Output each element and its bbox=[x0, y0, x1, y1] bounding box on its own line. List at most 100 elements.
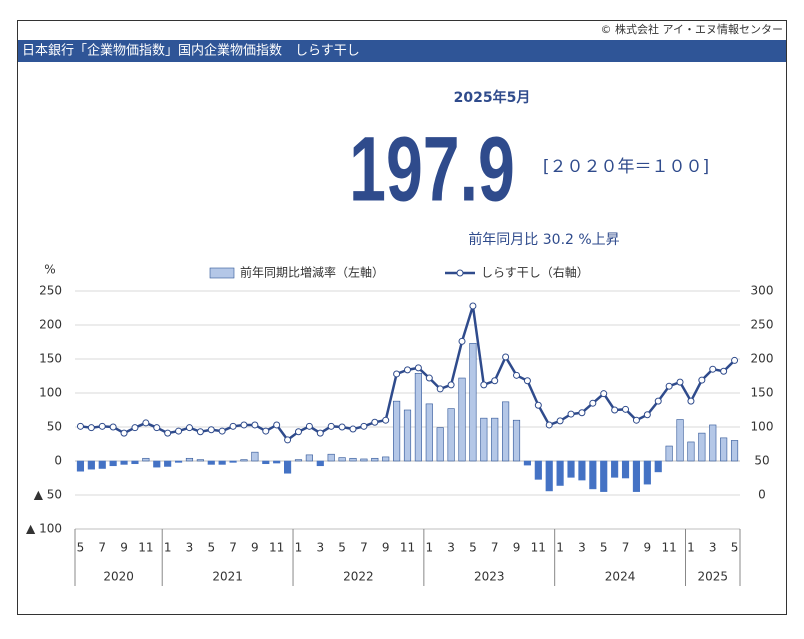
y2-tick-label: 50 bbox=[754, 454, 769, 468]
bar bbox=[665, 445, 673, 462]
bar bbox=[273, 460, 281, 464]
x-tick-label: 5 bbox=[600, 541, 608, 555]
line-marker bbox=[567, 410, 575, 418]
line-marker bbox=[556, 417, 564, 425]
x-tick-label: 9 bbox=[120, 541, 128, 555]
line-marker bbox=[720, 367, 728, 375]
line-marker bbox=[284, 436, 292, 444]
x-tick-label: 5 bbox=[731, 541, 739, 555]
y2-tick-label: 200 bbox=[751, 352, 774, 366]
bar bbox=[414, 372, 422, 462]
bar bbox=[251, 451, 259, 462]
y-tick-label: ▲ 50 bbox=[34, 488, 62, 502]
line-marker bbox=[393, 370, 401, 378]
bar bbox=[393, 400, 401, 462]
bar bbox=[512, 419, 521, 462]
x-tick-label: 3 bbox=[709, 541, 717, 555]
x-tick-label: 7 bbox=[491, 541, 499, 555]
line-marker bbox=[589, 399, 597, 407]
y2-tick-label: 150 bbox=[751, 386, 774, 400]
y-tick-label: 250 bbox=[39, 284, 62, 298]
line-marker bbox=[131, 424, 139, 432]
line-marker bbox=[251, 421, 259, 429]
bar bbox=[600, 460, 608, 492]
y-tick-label: 100 bbox=[39, 386, 62, 400]
bar bbox=[523, 460, 531, 466]
bar bbox=[98, 460, 106, 469]
bar bbox=[720, 437, 728, 462]
line-marker bbox=[458, 337, 466, 345]
bar bbox=[403, 409, 412, 462]
line-marker bbox=[436, 385, 444, 393]
x-tick-label: 11 bbox=[269, 541, 284, 555]
line-marker bbox=[185, 424, 193, 432]
bar bbox=[621, 460, 630, 479]
y-tick-label: ▲ 100 bbox=[26, 522, 62, 536]
bar bbox=[218, 460, 226, 465]
line-marker bbox=[600, 390, 608, 398]
line-marker bbox=[491, 377, 499, 385]
line-marker bbox=[371, 418, 379, 426]
y-tick-label: 150 bbox=[39, 352, 62, 366]
bar bbox=[153, 460, 161, 468]
bar bbox=[436, 427, 444, 462]
bar bbox=[327, 453, 335, 462]
line-marker bbox=[414, 364, 422, 372]
line-marker bbox=[153, 424, 161, 432]
line-marker bbox=[698, 376, 706, 384]
bar bbox=[480, 417, 488, 462]
x-tick-label: 5 bbox=[469, 541, 477, 555]
year-label: 2023 bbox=[474, 570, 505, 584]
line-marker bbox=[229, 422, 237, 430]
line-marker bbox=[513, 371, 521, 379]
x-tick-label: 11 bbox=[531, 541, 546, 555]
bar bbox=[676, 419, 684, 462]
x-tick-label: 9 bbox=[644, 541, 652, 555]
line-marker bbox=[676, 378, 684, 386]
bar bbox=[349, 457, 357, 462]
bar bbox=[469, 343, 477, 462]
line-marker bbox=[120, 429, 128, 437]
bar bbox=[589, 460, 597, 490]
bar bbox=[316, 460, 324, 467]
line-marker bbox=[196, 428, 204, 436]
year-label: 2021 bbox=[212, 570, 243, 584]
line-marker bbox=[665, 382, 673, 390]
x-tick-label: 1 bbox=[164, 541, 172, 555]
bar bbox=[698, 432, 706, 462]
line-marker bbox=[578, 409, 586, 417]
yoy-label: 前年同月比 30.2 %上昇 bbox=[468, 231, 619, 248]
bar bbox=[174, 460, 183, 463]
x-tick-label: 7 bbox=[360, 541, 368, 555]
line-marker bbox=[731, 356, 739, 364]
y2-tick-label: 100 bbox=[751, 420, 774, 434]
title-bar bbox=[18, 40, 786, 62]
bar bbox=[567, 460, 575, 478]
line-marker bbox=[545, 421, 553, 429]
x-tick-label: 1 bbox=[425, 541, 433, 555]
line-marker bbox=[273, 421, 281, 429]
bar bbox=[240, 459, 248, 462]
line-marker bbox=[76, 422, 84, 430]
bar bbox=[196, 459, 204, 462]
line-marker bbox=[360, 422, 368, 430]
line-marker bbox=[447, 381, 455, 389]
line-marker bbox=[425, 374, 433, 382]
x-tick-label: 11 bbox=[400, 541, 415, 555]
x-tick-label: 1 bbox=[687, 541, 695, 555]
x-tick-label: 11 bbox=[138, 541, 153, 555]
bar bbox=[207, 460, 215, 465]
bar bbox=[687, 441, 695, 462]
period: 2025年5月 bbox=[454, 89, 531, 106]
y-tick-label: 0 bbox=[54, 454, 62, 468]
bar bbox=[709, 424, 717, 462]
legend-label: しらす干し（右軸） bbox=[481, 265, 589, 280]
y2-tick-label: 250 bbox=[751, 318, 774, 332]
line-marker bbox=[316, 429, 324, 437]
legend-swatch bbox=[209, 267, 235, 279]
bar bbox=[164, 460, 172, 467]
line-marker bbox=[305, 422, 313, 430]
bar bbox=[447, 408, 455, 462]
